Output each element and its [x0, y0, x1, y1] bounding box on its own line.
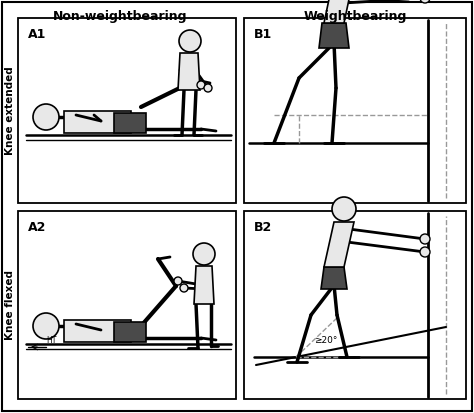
Text: A2: A2	[28, 221, 46, 234]
Polygon shape	[64, 320, 131, 342]
Circle shape	[33, 104, 59, 130]
Text: A1: A1	[28, 28, 46, 41]
Polygon shape	[114, 322, 146, 342]
Text: HT: HT	[46, 336, 56, 345]
Text: B1: B1	[254, 28, 272, 41]
Circle shape	[420, 247, 430, 257]
Bar	[244, 18, 466, 203]
Polygon shape	[319, 23, 349, 48]
Text: Non-weightbearing: Non-weightbearing	[53, 10, 187, 23]
Circle shape	[180, 284, 188, 292]
Polygon shape	[321, 267, 347, 289]
Text: Knee extended: Knee extended	[5, 66, 15, 155]
Polygon shape	[324, 222, 354, 267]
Circle shape	[420, 0, 430, 3]
Circle shape	[332, 197, 356, 221]
Circle shape	[33, 313, 59, 339]
Polygon shape	[324, 0, 352, 23]
Circle shape	[197, 81, 205, 89]
Circle shape	[174, 277, 182, 285]
Bar	[18, 211, 236, 399]
Bar	[18, 18, 236, 203]
Text: Weightbearing: Weightbearing	[303, 10, 407, 23]
Text: Knee flexed: Knee flexed	[5, 270, 15, 340]
Circle shape	[420, 234, 430, 244]
Text: B2: B2	[254, 221, 272, 234]
Polygon shape	[64, 111, 131, 133]
Text: ≥20°: ≥20°	[314, 336, 337, 345]
Circle shape	[179, 30, 201, 52]
Polygon shape	[114, 113, 146, 133]
Circle shape	[204, 84, 212, 92]
Circle shape	[193, 243, 215, 265]
Polygon shape	[194, 266, 214, 304]
Polygon shape	[178, 53, 200, 90]
Bar	[244, 211, 466, 399]
